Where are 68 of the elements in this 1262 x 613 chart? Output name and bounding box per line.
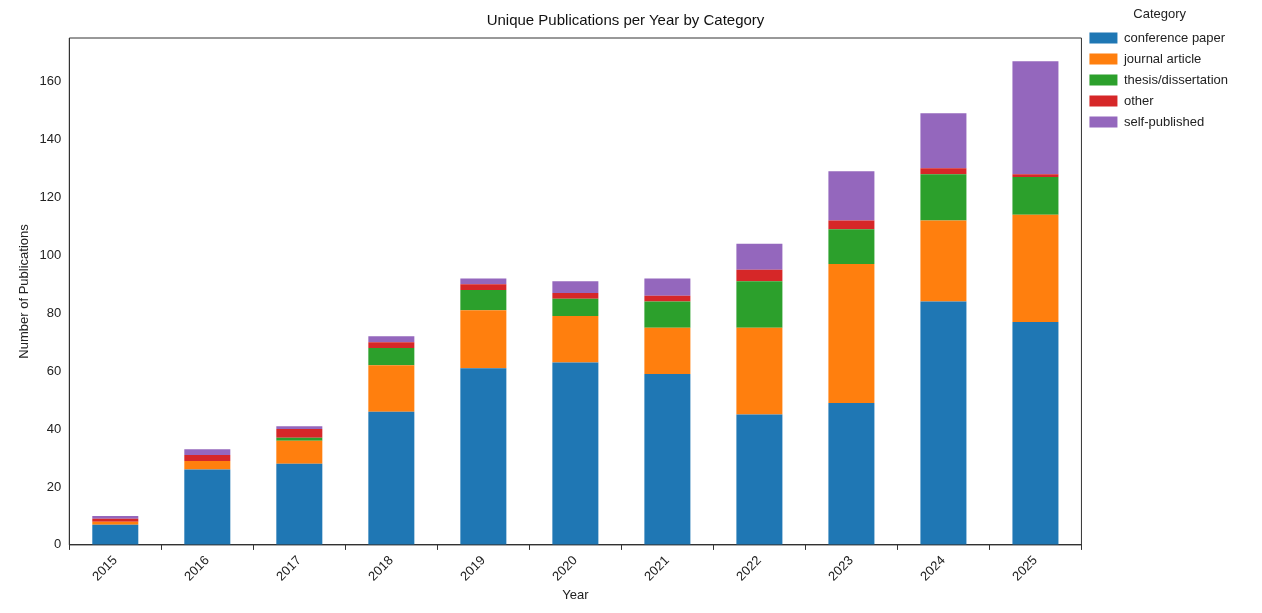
bar [368, 336, 415, 343]
bar [736, 269, 783, 282]
bar [920, 220, 967, 302]
legend-label: thesis/dissertation [1123, 71, 1229, 87]
bar [644, 278, 691, 296]
bar [276, 429, 323, 438]
bar [1012, 321, 1059, 545]
bar [1012, 177, 1059, 215]
bar [1012, 214, 1059, 322]
y-tick-label: 120 [39, 188, 62, 204]
bar [828, 263, 875, 403]
bar [644, 295, 691, 302]
bar [368, 411, 415, 545]
bar [828, 402, 875, 545]
bar [460, 284, 507, 291]
legend-label: journal article [1122, 50, 1202, 66]
bar [920, 113, 967, 169]
bar [552, 316, 599, 363]
bar [552, 362, 599, 545]
bar [184, 449, 231, 456]
bar [460, 290, 507, 311]
legend-label: conference paper [1123, 29, 1226, 45]
bar [552, 298, 599, 317]
y-tick-label: 160 [39, 73, 62, 89]
bar [1012, 61, 1059, 175]
bar [92, 524, 139, 545]
legend-title: Category [1133, 6, 1187, 22]
bar [644, 374, 691, 545]
y-axis-title: Number of Publications [16, 223, 32, 359]
bar [552, 281, 599, 293]
bar [184, 469, 231, 545]
x-axis-title: Year [562, 586, 590, 602]
y-tick-label: 80 [46, 304, 62, 320]
bar [828, 220, 875, 230]
bar [368, 347, 415, 366]
y-tick-label: 100 [39, 246, 62, 262]
bar [460, 368, 507, 545]
legend-label: other [1123, 92, 1155, 108]
bar [736, 243, 783, 270]
bar [920, 174, 967, 221]
y-tick-label: 140 [39, 130, 62, 146]
bar [460, 310, 507, 369]
y-tick-label: 60 [46, 362, 62, 378]
y-tick-label: 0 [54, 536, 62, 552]
bar [736, 414, 783, 545]
y-tick-label: 40 [46, 420, 62, 436]
bar [736, 281, 783, 328]
bar [276, 437, 323, 441]
bar [460, 278, 507, 285]
bar [368, 342, 415, 348]
bar [184, 460, 231, 470]
bar [184, 455, 231, 461]
bar [920, 168, 967, 175]
chart-title: Unique Publications per Year by Category [486, 11, 765, 29]
bar [828, 171, 875, 221]
bar [736, 327, 783, 415]
bar [828, 229, 875, 264]
bar [920, 301, 967, 545]
bar [276, 463, 323, 545]
bar [368, 365, 415, 412]
bar [276, 426, 323, 430]
bar [276, 440, 323, 464]
legend-label: self-published [1123, 113, 1205, 129]
bar [644, 301, 691, 328]
bar [1012, 174, 1059, 178]
y-tick-label: 20 [46, 478, 62, 494]
bar [644, 327, 691, 375]
bar [552, 292, 599, 299]
